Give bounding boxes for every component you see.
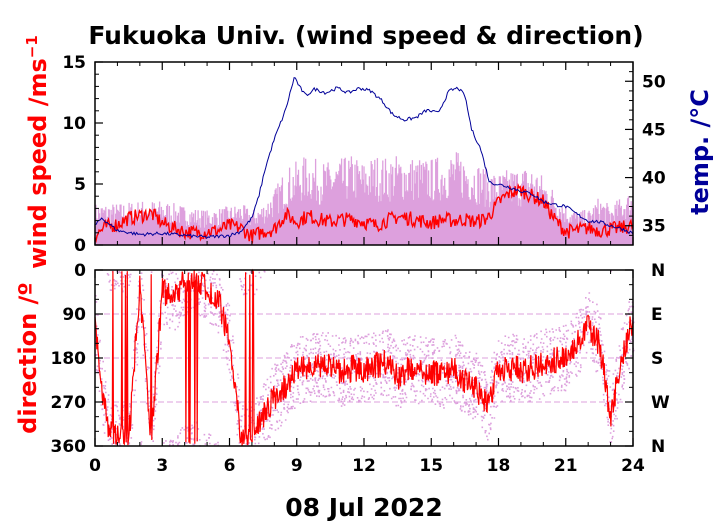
x-tick-label: 24 — [621, 456, 645, 476]
x-axis-date-label: 08 Jul 2022 — [285, 493, 442, 522]
temperature-tick-label: 50 — [642, 72, 666, 92]
bottom-panel: 0 90 180 270 360 N E S W N 0 3 6 9 12 15 18 21 24 — [51, 261, 671, 476]
x-tick-label: 6 — [224, 456, 236, 476]
direction-tick-label: 180 — [51, 349, 87, 369]
compass-tick-label: W — [651, 393, 670, 413]
compass-tick-label: N — [651, 437, 665, 457]
x-tick-label: 12 — [352, 456, 376, 476]
x-tick-label: 18 — [487, 456, 511, 476]
direction-tick-label: 360 — [51, 437, 87, 457]
x-tick-label: 0 — [89, 456, 101, 476]
bottom-axis-ticks: 0 90 180 270 360 N E S W N 0 3 6 9 12 15 18 21 24 — [51, 261, 671, 476]
direction-axis-label: direction /º — [14, 282, 42, 434]
x-tick-label: 9 — [291, 456, 303, 476]
chart-title: Fukuoka Univ. (wind speed & direction) — [88, 21, 643, 50]
wind-speed-tick-label: 10 — [62, 114, 86, 134]
temperature-axis-label: temp. /°C — [686, 89, 714, 215]
wind-speed-tick-label: 5 — [74, 175, 86, 195]
direction-tick-label: 270 — [51, 393, 87, 413]
wind-speed-series — [94, 182, 634, 244]
x-tick-label: 3 — [156, 456, 168, 476]
wind-speed-tick-label: 0 — [74, 236, 86, 256]
direction-series — [94, 268, 634, 446]
direction-tick-label: 0 — [74, 261, 86, 281]
compass-tick-label: S — [651, 349, 663, 369]
top-axis-ticks: 0 5 10 15 35 40 45 50 — [62, 53, 666, 256]
x-tick-label: 15 — [419, 456, 443, 476]
compass-tick-label: E — [651, 305, 663, 325]
wind-speed-axis-label: wind speed /ms−1 — [23, 35, 52, 269]
wind-speed-tick-label: 15 — [62, 53, 86, 73]
bottom-plot-area — [94, 268, 635, 447]
temperature-tick-label: 40 — [642, 169, 666, 189]
temperature-tick-label: 35 — [642, 217, 666, 237]
top-plot-area — [94, 76, 634, 245]
direction-tick-label: 90 — [62, 305, 86, 325]
compass-tick-label: N — [651, 261, 665, 281]
top-panel: 0 5 10 15 35 40 45 50 — [62, 53, 666, 256]
temperature-series — [94, 76, 634, 240]
temperature-tick-label: 45 — [642, 120, 666, 140]
x-tick-label: 21 — [554, 456, 578, 476]
